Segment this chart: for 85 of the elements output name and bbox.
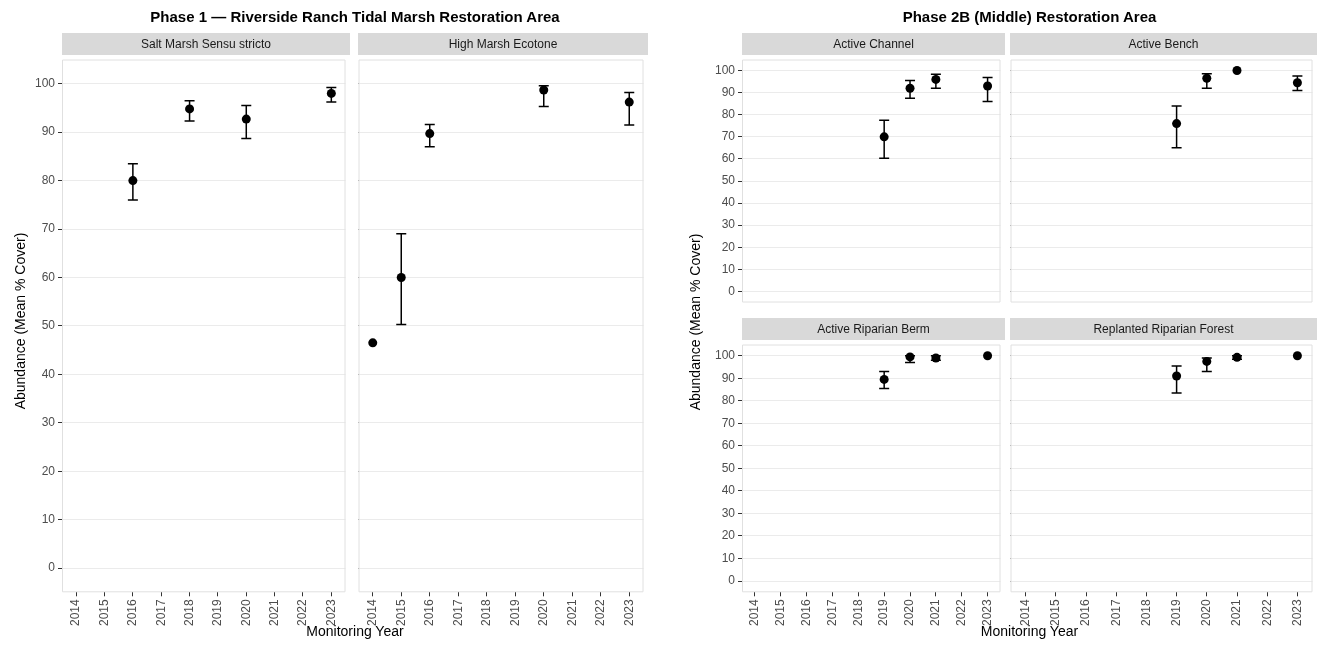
y-tick-label: 60: [721, 438, 736, 453]
x-tick-label: 2022: [954, 598, 969, 627]
point: [1292, 351, 1302, 361]
y-tick-label: 50: [721, 460, 736, 475]
point: [983, 351, 993, 361]
chart-title: High Marsh Ecotone: [358, 33, 648, 55]
x-tick-label: 2023: [323, 598, 338, 627]
y-tick-label: 40: [721, 195, 736, 210]
x-tick-label: 2021: [1229, 598, 1244, 627]
y-tick-label: 80: [721, 107, 736, 122]
y-tick-label: 90: [721, 84, 736, 99]
x-tick-label: 2015: [773, 598, 788, 627]
x-tick-label: 2017: [450, 598, 465, 627]
y-tick-label: 40: [41, 366, 56, 381]
x-tick-label: 2019: [1168, 598, 1183, 627]
x-tick-label: 2020: [536, 598, 551, 627]
x-tick-label: 2021: [564, 598, 579, 627]
x-tick-label: 2018: [479, 598, 494, 627]
y-tick-label: 60: [721, 151, 736, 166]
y-tick-label: 50: [721, 173, 736, 188]
x-tick-label: 2023: [1289, 598, 1304, 627]
y-tick-label: 30: [41, 415, 56, 430]
y-tick-label: 80: [721, 393, 736, 408]
x-tick-label: 2018: [850, 598, 865, 627]
y-tick-label: 100: [714, 348, 736, 363]
y-axis-title: Abundance (Mean % Cover): [687, 232, 703, 412]
x-tick-label: 2018: [1138, 598, 1153, 627]
x-tick-label: 2018: [181, 598, 196, 627]
x-tick-label: 2023: [621, 598, 636, 627]
x-tick-label: 2014: [747, 598, 762, 627]
text: Phase 2B (Middle) Restoration Area: [901, 8, 1158, 25]
text: Phase 1 — Riverside Ranch Tidal Marsh Restoration Area: [149, 8, 561, 25]
x-tick-label: 2014: [68, 598, 83, 627]
y-tick-label: 30: [721, 505, 736, 520]
chart-title: Salt Marsh Sensu stricto: [62, 33, 350, 55]
x-tick-label: 2016: [798, 598, 813, 627]
chart-title: Active Bench: [1010, 33, 1317, 55]
x-tick-label: 2022: [295, 598, 310, 627]
y-tick-label: 70: [41, 221, 56, 236]
y-axis-title: Abundance (Mean % Cover): [12, 231, 28, 411]
y-tick-label: 10: [721, 550, 736, 565]
x-tick-label: 2021: [928, 598, 943, 627]
y-tick-label: 100: [714, 62, 736, 77]
x-tick-label: 2016: [1078, 598, 1093, 627]
x-tick-label: 2023: [979, 598, 994, 627]
x-tick-label: 2019: [507, 598, 522, 627]
y-tick-label: 20: [721, 239, 736, 254]
chart-title: Active Channel: [742, 33, 1005, 55]
y-tick-label: 70: [721, 129, 736, 144]
y-tick-label: 0: [728, 283, 736, 298]
point: [1232, 66, 1242, 76]
point: [368, 338, 378, 348]
x-tick-label: 2017: [824, 598, 839, 627]
y-tick-label: 0: [48, 560, 56, 575]
chart-title: Replanted Riparian Forest: [1010, 318, 1317, 340]
y-tick-label: 10: [41, 511, 56, 526]
x-tick-label: 2016: [422, 598, 437, 627]
x-tick-label: 2020: [1199, 598, 1214, 627]
x-tick-label: 2020: [238, 598, 253, 627]
y-tick-label: 10: [721, 261, 736, 276]
y-tick-label: 0: [728, 573, 736, 588]
x-tick-label: 2014: [1017, 598, 1032, 627]
x-tick-label: 2019: [210, 598, 225, 627]
y-tick-label: 70: [721, 415, 736, 430]
y-tick-label: 20: [41, 463, 56, 478]
x-tick-label: 2019: [876, 598, 891, 627]
x-tick-label: 2021: [266, 598, 281, 627]
x-tick-label: 2020: [902, 598, 917, 627]
y-tick-label: 60: [41, 269, 56, 284]
x-tick-label: 2016: [125, 598, 140, 627]
x-tick-label: 2017: [1108, 598, 1123, 627]
y-tick-label: 90: [721, 370, 736, 385]
x-tick-label: 2015: [96, 598, 111, 627]
y-tick-label: 50: [41, 318, 56, 333]
x-tick-label: 2017: [153, 598, 168, 627]
y-tick-label: 80: [41, 172, 56, 187]
x-tick-label: 2022: [1259, 598, 1274, 627]
chart-title: Active Riparian Berm: [742, 318, 1005, 340]
y-tick-label: 30: [721, 217, 736, 232]
x-tick-label: 2022: [593, 598, 608, 627]
y-tick-label: 40: [721, 483, 736, 498]
y-tick-label: 20: [721, 528, 736, 543]
y-tick-label: 90: [41, 124, 56, 139]
x-tick-label: 2015: [393, 598, 408, 627]
y-tick-label: 100: [34, 76, 56, 91]
